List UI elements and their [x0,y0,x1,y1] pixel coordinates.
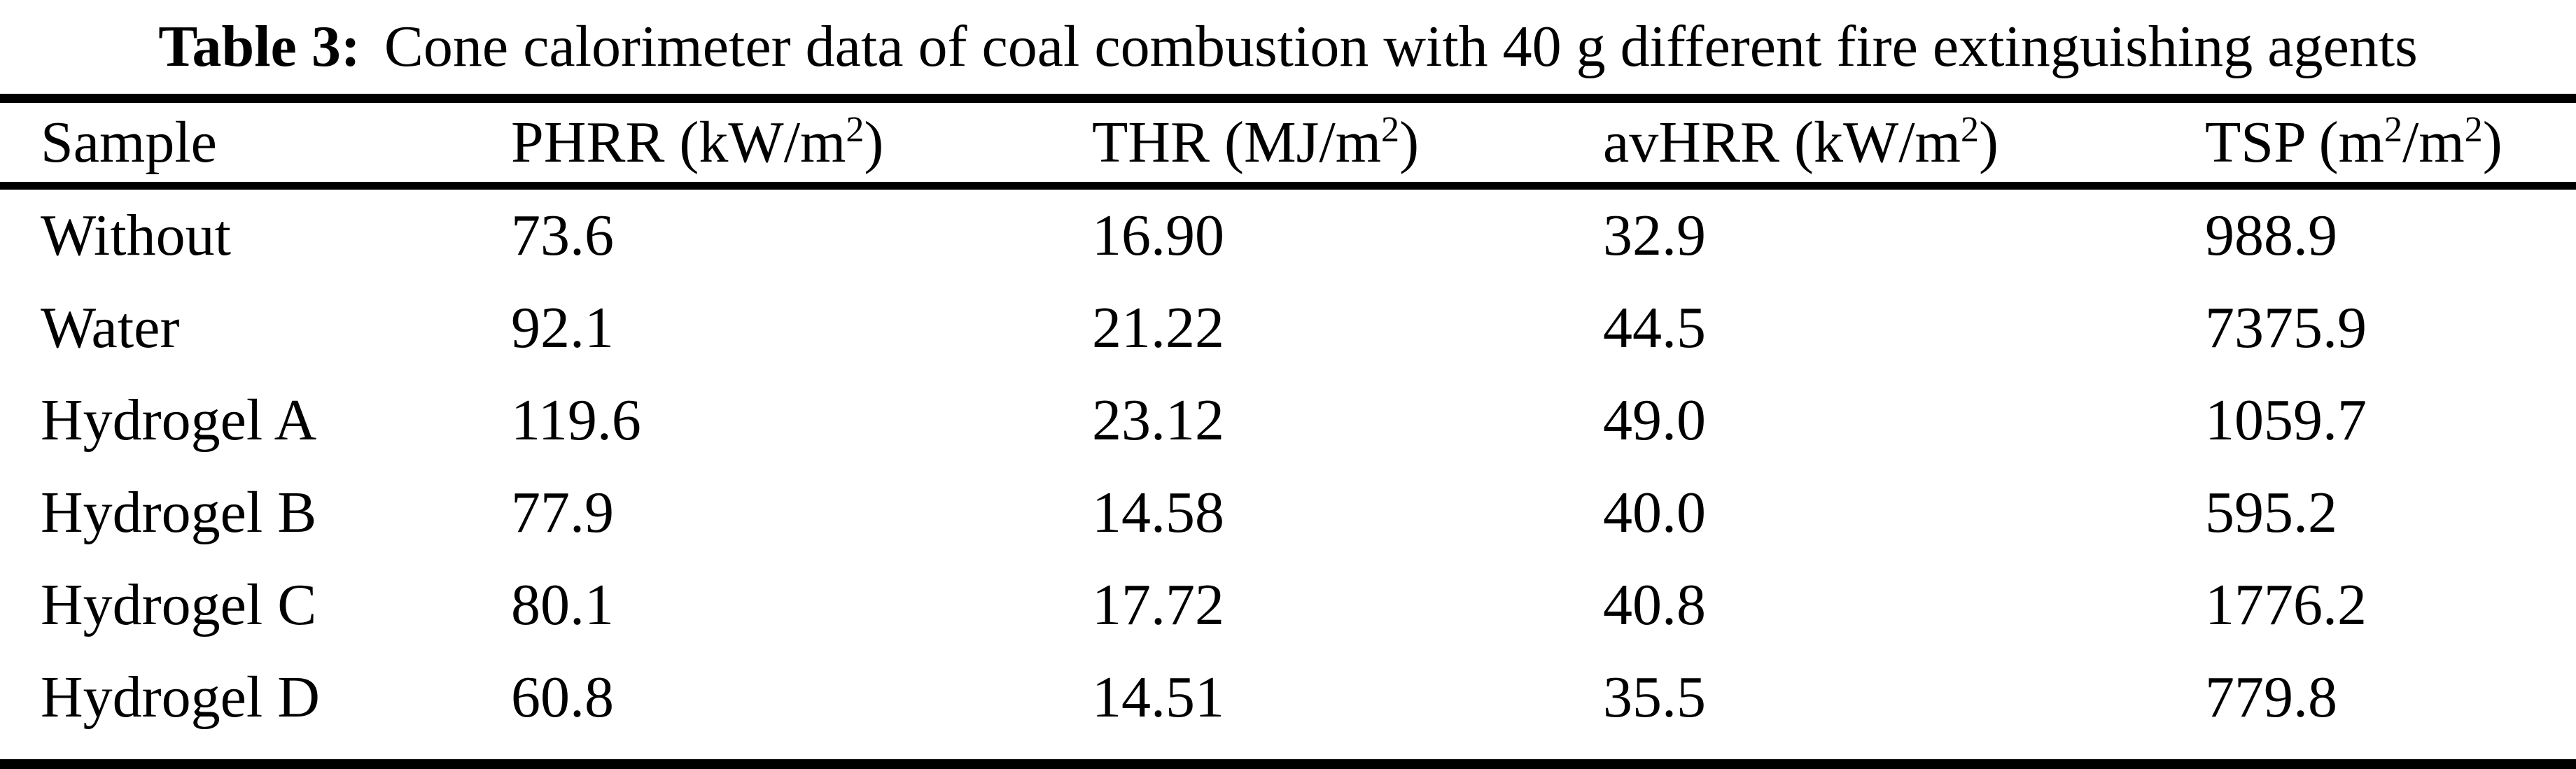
value-cell: 14.51 [1092,665,1224,730]
value-cell: 35.5 [1603,665,1706,730]
unit-superscript: 2 [1381,109,1400,150]
sample-name-cell: Hydrogel D [41,665,320,730]
table-caption: Table 3: Cone calorimeter data of coal c… [0,0,2576,94]
value-cell: 119.6 [511,388,641,453]
table-row: Hydrogel A 119.6 23.12 49.0 1059.7 [0,374,2576,467]
bottom-rule [0,759,2576,769]
header-row: Sample PHRR (kW/m2) THR (MJ/m2) avHRR (kW/m… [0,103,2576,190]
table-row: Hydrogel C 80.1 17.72 40.8 1776.2 [0,559,2576,651]
value-cell: 80.1 [511,572,614,637]
sample-name-cell: Hydrogel A [41,388,317,453]
value-cell: 21.22 [1092,295,1224,360]
unit-superscript: 2 [1960,109,1979,150]
value-cell: 77.9 [511,480,614,545]
sample-name-cell: Hydrogel B [41,480,317,545]
data-table: Sample PHRR (kW/m2) THR (MJ/m2) avHRR (kW/m… [0,103,2576,744]
value-cell: 1776.2 [2205,572,2367,637]
table-row: Hydrogel D 60.8 14.51 35.5 779.8 [0,651,2576,744]
value-cell: 14.58 [1092,480,1224,545]
sample-name-cell: Water [41,295,180,360]
unit-superscript: 2 [2464,109,2483,150]
column-header: avHRR (kW/m2) [1603,103,2205,190]
value-cell: 92.1 [511,295,614,360]
table-body: Without 73.6 16.90 32.9 988.9 Water 92.1 21.22 4… [0,186,2576,745]
sample-name-cell: Without [41,203,231,268]
column-header: TSP (m2/m2) [2205,103,2576,190]
unit-superscript: 2 [846,109,864,150]
value-cell: 49.0 [1603,388,1706,453]
sample-name-cell: Hydrogel C [41,572,317,637]
top-rule [0,94,2576,103]
value-cell: 60.8 [511,665,614,730]
column-header: Sample [0,103,511,190]
table-row: Hydrogel B 77.9 14.58 40.0 595.2 [0,467,2576,559]
value-cell: 40.0 [1603,480,1706,545]
value-cell: 988.9 [2205,203,2337,268]
table-caption-text: Cone calorimeter data of coal combustion… [384,14,2418,79]
value-cell: 32.9 [1603,203,1706,268]
column-header: PHRR (kW/m2) [511,103,1092,190]
table-row: Without 73.6 16.90 32.9 988.9 [0,186,2576,283]
value-cell: 17.72 [1092,572,1224,637]
value-cell: 73.6 [511,203,614,268]
value-cell: 779.8 [2205,665,2337,730]
table-row: Water 92.1 21.22 44.5 7375.9 [0,282,2576,374]
table-caption-label: Table 3: [158,14,360,79]
value-cell: 23.12 [1092,388,1224,453]
column-header: THR (MJ/m2) [1092,103,1603,190]
value-cell: 1059.7 [2205,388,2367,453]
value-cell: 44.5 [1603,295,1706,360]
value-cell: 16.90 [1092,203,1224,268]
unit-superscript: 2 [2384,109,2402,150]
value-cell: 595.2 [2205,480,2337,545]
value-cell: 7375.9 [2205,295,2367,360]
value-cell: 40.8 [1603,572,1706,637]
